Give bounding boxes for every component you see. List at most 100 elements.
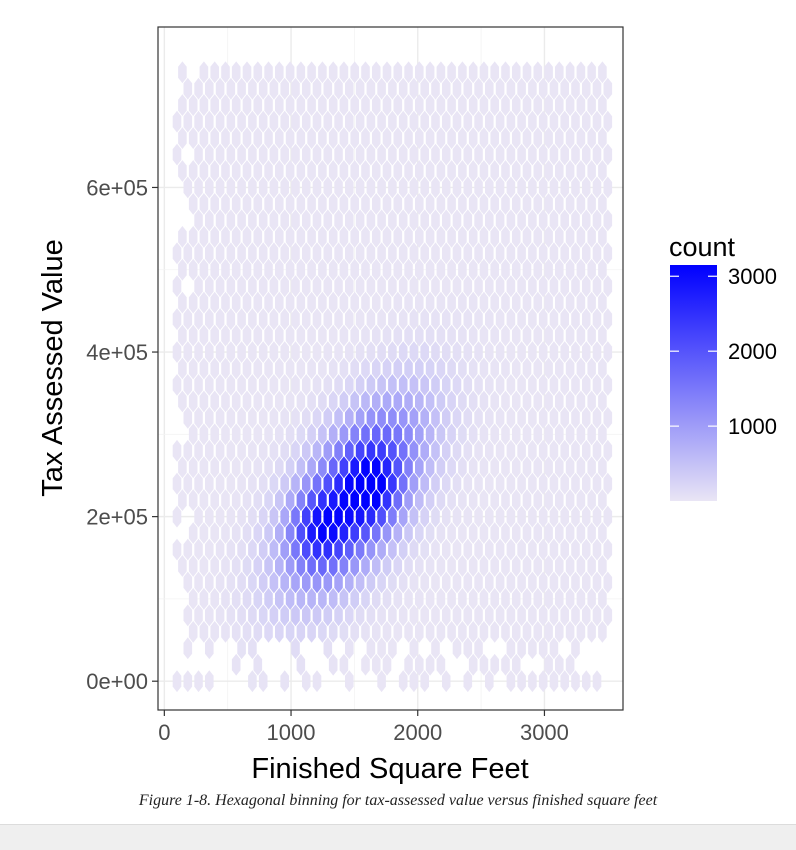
hex-cell [485,604,494,627]
hex-cell [533,291,543,314]
hex-cell [425,291,435,314]
hex-cell [436,621,446,643]
hex-cell [210,357,219,380]
hex-cell [355,472,365,495]
hex-cell [415,456,424,479]
hex-cell [522,588,532,610]
hex-cell [339,423,349,446]
hex-cell [512,226,521,248]
hex-cell [312,407,322,429]
hex-cell [479,193,489,215]
hex-cell [431,637,440,660]
hex-cell [404,423,413,446]
hex-cell [533,193,543,215]
hex-cell [345,439,354,462]
hex-cell [447,226,456,248]
hex-cell [226,472,236,495]
hex-cell [571,77,580,100]
hex-cell [415,291,424,314]
y-tick-label: 4e+05 [86,340,148,365]
hex-cell [285,489,295,511]
hex-cell [318,226,327,248]
hex-cell [194,143,203,166]
hex-cell [307,423,316,446]
hex-cell [258,571,268,594]
hex-cell [485,571,494,594]
hex-cell [512,193,521,215]
hex-cell [366,538,376,561]
hex-cell [226,374,236,396]
hex-cell [178,456,187,479]
hex-cell [404,489,413,511]
hex-cell [388,176,397,199]
hex-cell [495,505,505,528]
hex-cell [258,110,268,133]
x-tick-label: 2000 [393,720,442,745]
hex-cell [361,193,370,215]
hex-cell [205,77,214,100]
hex-cell [452,176,462,199]
hex-cell [485,538,494,561]
hex-cell [248,604,257,627]
hex-cell [420,341,429,363]
hex-cell [264,390,273,413]
hex-cell [318,357,327,380]
hex-cell [549,571,559,594]
hex-cell [296,522,306,544]
hex-cell [587,160,596,182]
hex-cell [205,407,214,429]
hex-cell [571,439,580,462]
hex-cell [366,77,376,100]
hex-cell [323,407,333,429]
hex-cell [215,209,225,232]
hex-cell [442,604,451,627]
hex-cell [237,176,246,199]
hex-cell [582,571,591,594]
hex-cell [474,604,483,627]
hex-cell [361,61,370,84]
hex-cell [323,538,333,561]
hex-cell [231,621,241,643]
hex-cell [517,275,526,298]
hex-cell [582,176,591,199]
hex-cell [512,489,521,511]
hex-cell [452,407,462,429]
hex-cell [345,242,354,265]
hex-cell [538,143,548,166]
hex-cell [307,522,316,544]
hex-cell [253,94,263,116]
hex-cell [528,242,537,265]
hex-cell [598,555,607,577]
hex-cell [210,522,219,544]
hex-cell [592,571,602,594]
hex-cell [253,588,263,610]
hex-cell [506,275,516,298]
hex-cell [242,61,252,84]
hex-cell [345,472,354,495]
hex-cell [372,127,381,149]
hex-cell [479,489,489,511]
hex-cell [361,226,370,248]
hex-cell [393,423,403,446]
hex-cell [334,176,343,199]
hex-cell [242,390,252,413]
hex-cell [291,505,300,528]
hex-cell [490,94,499,116]
hex-cell [242,423,252,446]
hex-cell [452,374,462,396]
hex-cell [377,604,386,627]
hex-cell [172,242,182,265]
hex-cell [280,472,289,495]
hex-cell [565,324,575,347]
hex-cell [323,77,333,100]
hex-cell [296,357,306,380]
hex-cell [549,472,559,495]
bottom-bar [0,824,796,850]
hex-cell [248,637,257,660]
hex-cell [582,77,591,100]
hex-cell [269,341,279,363]
hex-cell [538,637,548,660]
hex-cell [425,61,435,84]
hex-cell [431,374,440,396]
hex-cell [377,341,386,363]
